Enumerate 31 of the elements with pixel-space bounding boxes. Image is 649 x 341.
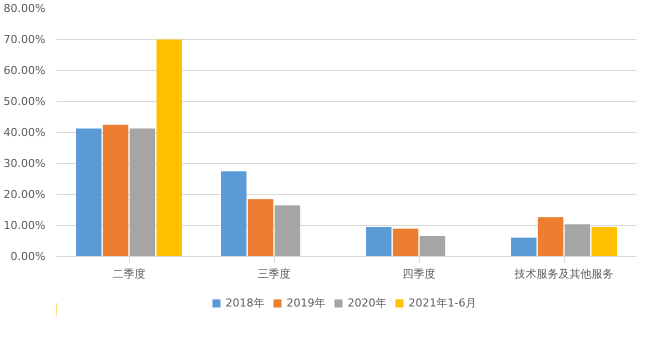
bar xyxy=(156,40,182,256)
y-tick-label: 70.00% xyxy=(4,33,46,46)
bar xyxy=(248,199,274,256)
legend-label: 2019年 xyxy=(286,296,326,310)
x-tick-label: 技术服务及其他服务 xyxy=(514,268,614,280)
bar xyxy=(366,227,392,256)
y-tick-label: 20.00% xyxy=(4,188,46,201)
bar xyxy=(76,128,102,256)
x-tick-label: 三季度 xyxy=(258,268,290,280)
legend-label: 2020年 xyxy=(348,296,387,310)
bar xyxy=(538,217,564,256)
bar xyxy=(221,171,247,256)
bar xyxy=(420,236,446,256)
y-tick-label: 50.00% xyxy=(4,95,46,108)
legend-label: 2018年 xyxy=(226,296,265,310)
x-tick-label: 四季度 xyxy=(402,268,436,280)
y-tick-label: 0.00% xyxy=(10,250,46,263)
bar xyxy=(130,128,156,256)
bar xyxy=(591,227,617,256)
y-tick-label: 10.00% xyxy=(4,219,46,232)
bar xyxy=(511,238,537,256)
x-tick-label: 二季度 xyxy=(112,268,146,280)
y-tick-label: 60.00% xyxy=(4,64,46,77)
bar xyxy=(274,205,300,256)
bar xyxy=(564,224,590,256)
legend-label: 2021年1-6月 xyxy=(408,296,476,310)
y-tick-label: 80.00% xyxy=(4,2,46,15)
y-tick-label: 30.00% xyxy=(4,157,46,170)
bar xyxy=(392,228,418,256)
bar xyxy=(102,124,128,256)
y-tick-label: 40.00% xyxy=(4,126,46,139)
